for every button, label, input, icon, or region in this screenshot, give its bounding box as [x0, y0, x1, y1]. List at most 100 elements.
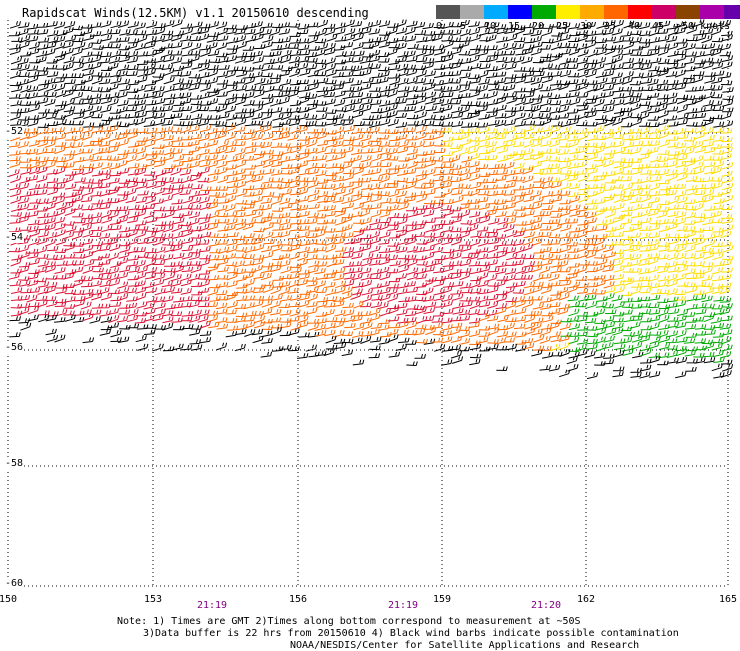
wind-barb	[548, 64, 561, 70]
wind-barb	[497, 217, 509, 225]
wind-barb	[350, 21, 363, 28]
wind-barb	[711, 44, 723, 51]
wind-barb	[288, 56, 301, 64]
wind-barb	[100, 274, 112, 280]
wind-barb	[296, 63, 309, 71]
wind-barb	[272, 275, 284, 281]
wind-barb	[143, 171, 156, 176]
wind-barb	[622, 134, 634, 141]
wind-barb	[504, 202, 517, 210]
wind-barb	[251, 264, 263, 273]
wind-barb	[64, 127, 76, 135]
wind-barb	[324, 183, 336, 189]
wind-barb	[674, 27, 686, 35]
wind-barb	[379, 31, 391, 36]
wind-barb	[353, 229, 365, 238]
wind-barb	[558, 334, 570, 342]
wind-barb	[641, 202, 653, 210]
wind-barb	[344, 99, 356, 107]
wind-barb	[135, 111, 148, 119]
wind-barb	[711, 100, 723, 107]
wind-barb	[360, 302, 372, 308]
wind-barb	[432, 330, 445, 336]
wind-barb	[711, 267, 724, 275]
wind-barb	[82, 69, 95, 77]
wind-barb	[647, 146, 659, 154]
wind-barb	[559, 369, 571, 378]
wind-barb	[35, 266, 48, 274]
wind-barb	[379, 308, 391, 317]
legend-swatch	[556, 5, 580, 19]
wind-barb	[505, 331, 517, 338]
wind-barb	[548, 233, 561, 239]
wind-barb	[56, 260, 68, 266]
wind-barb	[640, 282, 653, 288]
wind-barb	[431, 317, 444, 323]
wind-barb	[325, 69, 337, 77]
wind-barb	[396, 309, 408, 316]
wind-barb	[658, 314, 670, 323]
wind-barb	[44, 98, 56, 107]
wind-barb	[153, 112, 166, 119]
wind-barb	[298, 169, 310, 176]
wind-barb	[236, 189, 248, 197]
lon-label-150: 150	[0, 594, 18, 605]
wind-barb	[686, 238, 698, 245]
wind-barb	[548, 156, 561, 162]
wind-barb	[386, 268, 399, 274]
wind-barb	[361, 140, 373, 148]
wind-barb	[100, 97, 113, 105]
wind-barb	[559, 267, 571, 273]
wind-barb	[135, 286, 147, 294]
wind-barb	[711, 248, 723, 254]
wind-barb	[568, 23, 581, 30]
wind-barb	[235, 312, 248, 318]
wind-barb	[513, 66, 526, 72]
legend-swatch	[700, 5, 724, 19]
wind-barb	[620, 337, 633, 344]
wind-barb	[262, 160, 274, 168]
wind-barb	[397, 51, 409, 58]
wind-barb	[460, 244, 472, 252]
wind-barb	[199, 44, 211, 51]
wind-barb	[685, 317, 698, 323]
wind-barb	[182, 196, 194, 204]
wind-barb	[657, 254, 669, 260]
wind-barb	[575, 128, 588, 135]
wind-barb	[323, 23, 336, 30]
wind-barb	[711, 62, 724, 70]
wind-barb	[107, 211, 120, 219]
wind-barb	[290, 240, 302, 247]
wind-barb	[684, 261, 696, 267]
wind-barb	[35, 148, 48, 155]
wind-barb	[342, 267, 355, 275]
wind-barb	[137, 190, 149, 196]
wind-barb	[324, 273, 337, 280]
wind-barb	[504, 196, 516, 203]
wind-barb	[649, 331, 662, 336]
wind-barb	[704, 212, 716, 219]
wind-barb	[190, 78, 202, 86]
wind-barb	[226, 45, 239, 50]
wind-barb	[397, 329, 409, 336]
wind-barb	[342, 119, 354, 126]
wind-barb	[629, 147, 642, 155]
wind-barb	[199, 330, 212, 336]
wind-barb	[593, 187, 605, 196]
wind-barb	[692, 203, 704, 212]
wind-barb	[440, 86, 453, 93]
wind-barb	[252, 300, 264, 308]
wind-barb	[720, 20, 732, 29]
wind-barb	[711, 242, 723, 247]
wind-barb	[694, 146, 707, 154]
wind-barb	[163, 245, 176, 253]
wind-barb	[81, 51, 93, 58]
wind-barb	[280, 318, 292, 323]
wind-barb	[314, 213, 327, 219]
wind-barb	[675, 240, 688, 246]
wind-barb	[497, 315, 509, 323]
wind-barb	[433, 344, 446, 352]
wind-barb	[620, 86, 633, 92]
wind-barb	[27, 279, 39, 287]
wind-barb	[449, 316, 462, 322]
